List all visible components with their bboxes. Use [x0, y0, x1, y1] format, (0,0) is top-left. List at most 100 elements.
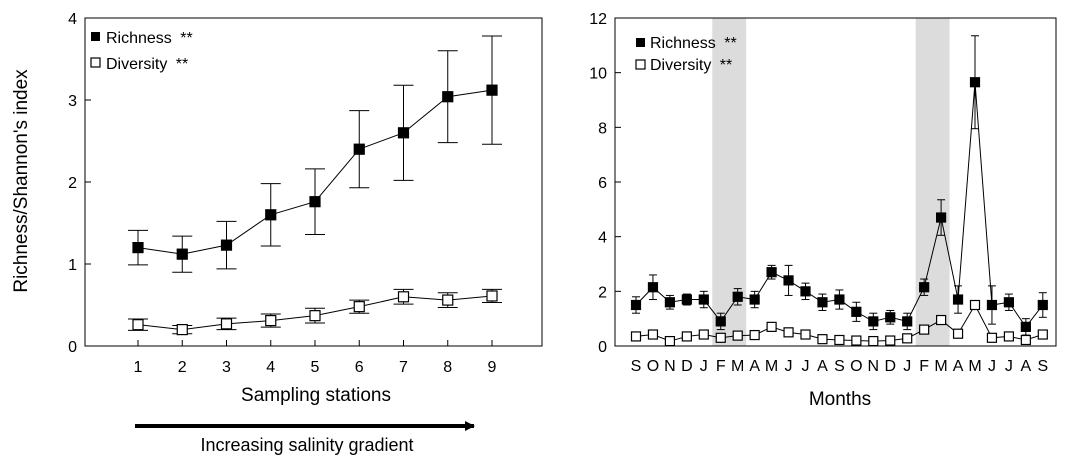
diversity-point [353, 301, 365, 313]
richness-point [265, 209, 277, 221]
months-legend: Richness ** Diversity ** [635, 35, 737, 74]
y-tick-label: 6 [598, 175, 607, 192]
x-tick-label: J [1005, 358, 1013, 375]
diversity-point [986, 332, 998, 343]
legend-richness-label: Richness ** [106, 30, 193, 47]
salinity-gradient-note: Increasing salinity gradient [200, 435, 413, 455]
diversity-point [783, 327, 794, 338]
x-tick-label: N [664, 358, 676, 375]
legend-richness-name: Richness [106, 30, 172, 47]
x-tick-label: F [919, 358, 929, 375]
x-tick-label: 3 [222, 359, 231, 376]
y-tick-label: 0 [598, 339, 607, 356]
richness-point [885, 312, 896, 323]
x-tick-label: O [850, 358, 862, 375]
legend-richness-name: Richness [650, 35, 716, 52]
legend-open-square-icon [635, 59, 646, 70]
richness-point [902, 316, 913, 327]
richness-point [800, 286, 811, 297]
x-tick-label: A [1021, 358, 1032, 375]
richness-point [309, 196, 321, 208]
richness-series [630, 35, 1048, 336]
diversity-point [766, 321, 777, 332]
x-tick-label: M [731, 358, 744, 375]
richness-point [952, 294, 964, 305]
stations-legend: Richness ** Diversity ** [90, 30, 193, 73]
diversity-point [442, 294, 454, 306]
legend-richness-signif: ** [724, 35, 736, 52]
richness-point [868, 316, 879, 327]
legend-diversity-name: Diversity [106, 56, 167, 73]
y-tick-label: 4 [598, 230, 607, 247]
richness-point [851, 306, 862, 317]
richness-point [732, 291, 743, 302]
diversity-point [309, 310, 321, 322]
x-tick-label: O [647, 358, 659, 375]
x-tick-label: A [953, 358, 964, 375]
diversity-point [1020, 334, 1031, 346]
richness-point [715, 316, 726, 327]
diversity-point [220, 318, 233, 330]
x-tick-label: S [1037, 358, 1048, 375]
y-tick-label: 0 [68, 339, 77, 356]
richness-point [1003, 297, 1015, 308]
diversity-point [817, 334, 828, 345]
richness-point [834, 294, 845, 305]
richness-point [647, 282, 659, 293]
diversity-point [1037, 329, 1048, 340]
legend-diversity-label: Diversity ** [106, 56, 188, 73]
richness-point [486, 84, 498, 96]
x-tick-label: A [817, 358, 828, 375]
legend-open-square-icon [90, 57, 101, 68]
diversity-series [630, 299, 1048, 347]
legend-filled-square-icon [91, 32, 100, 41]
richness-point [132, 242, 144, 254]
x-tick-label: J [903, 358, 911, 375]
x-tick-label: S [834, 358, 845, 375]
richness-point [935, 212, 947, 223]
legend-diversity-name: Diversity [650, 57, 711, 74]
diversity-point [265, 314, 277, 327]
stations-plot-area: 0 1 2 3 4 1 2 3 4 5 6 7 8 9 [68, 11, 543, 376]
diversity-point [176, 324, 188, 336]
richness-point [817, 297, 828, 308]
diversity-point [647, 329, 659, 340]
x-tick-label: J [802, 358, 810, 375]
diversity-point [698, 329, 709, 340]
x-tick-label: S [631, 358, 642, 375]
x-tick-label: 1 [134, 359, 143, 376]
x-tick-label: D [884, 358, 896, 375]
richness-point [1037, 299, 1048, 311]
diversity-series [128, 288, 502, 336]
shaded-period [915, 18, 950, 346]
legend-filled-square-icon [636, 38, 645, 47]
x-tick-label: 6 [355, 359, 364, 376]
y-tick-label: 2 [598, 284, 607, 301]
x-tick-label: M [968, 358, 981, 375]
richness-point [176, 248, 188, 260]
legend-richness-label: Richness ** [650, 35, 737, 52]
richness-point [1020, 321, 1031, 332]
x-tick-label: M [765, 358, 778, 375]
richness-point [783, 275, 794, 286]
diversity-point [715, 332, 726, 343]
diversity-point [902, 333, 913, 344]
diversity-point [885, 335, 896, 346]
y-tick-label: 8 [598, 120, 607, 137]
richness-point [681, 294, 692, 305]
diversity-point [919, 324, 930, 335]
diversity-point [1003, 331, 1015, 342]
x-tick-label: J [785, 358, 793, 375]
diversity-point [397, 291, 410, 303]
stations-x-axis-label: Sampling stations [241, 385, 391, 406]
richness-series [128, 35, 502, 273]
x-tick-label: F [716, 358, 726, 375]
richness-point [698, 294, 709, 305]
richness-point [986, 299, 998, 311]
x-tick-label: 8 [443, 359, 452, 376]
richness-point [766, 267, 777, 278]
diversity-point [935, 314, 947, 326]
x-tick-label: 9 [488, 359, 497, 376]
